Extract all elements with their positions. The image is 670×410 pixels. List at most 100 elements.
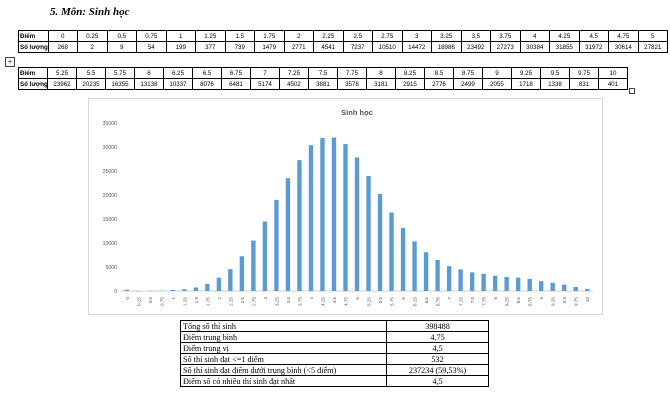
stat-value: 4,5 — [386, 375, 489, 387]
stat-row: Điểm trung bình 4,75 — [180, 331, 489, 343]
x-tick-label: 6.25 — [413, 297, 418, 306]
stat-label: Điểm số có nhiều thí sinh đạt nhất — [180, 375, 387, 387]
bar — [539, 281, 544, 291]
x-tick-label: 4.75 — [343, 297, 348, 306]
x-tick-label: 1.5 — [194, 297, 199, 304]
count-cell: 5174 — [250, 78, 280, 90]
count-cell: 10510 — [372, 41, 403, 53]
stat-value: 4,75 — [386, 331, 489, 343]
stat-row: Số thí sinh đạt <=1 điểm 532 — [180, 353, 489, 365]
score-cell: 7.75 — [337, 67, 367, 79]
score-cell: 8 — [366, 67, 396, 79]
score-cell: 7.25 — [279, 67, 309, 79]
score-cell: 6.25 — [163, 67, 193, 79]
bar — [573, 287, 578, 291]
score-cell: 0 — [47, 30, 78, 42]
x-tick-label: 7.5 — [470, 297, 475, 304]
score-cell: 8.25 — [395, 67, 425, 79]
x-tick-label: 1.25 — [182, 297, 187, 306]
count-cell: 1718 — [511, 78, 541, 90]
count-cell: 27821 — [637, 41, 668, 53]
count-cell: 23962 — [47, 78, 77, 90]
score-cell: 8.75 — [453, 67, 483, 79]
count-cell: 401 — [598, 78, 628, 90]
bar — [343, 144, 348, 291]
stat-row: Tổng số thí sinh 398488 — [180, 320, 489, 332]
score-cell: 3.75 — [490, 30, 521, 42]
score-cell: 0.25 — [77, 30, 108, 42]
count-cell: 199 — [165, 41, 196, 53]
bar — [412, 241, 417, 291]
bar — [492, 275, 498, 291]
bar — [251, 240, 256, 291]
count-cell: 377 — [195, 41, 226, 53]
count-cell: 31855 — [549, 41, 580, 53]
bar — [504, 277, 509, 291]
score-cell: 1.5 — [224, 30, 255, 42]
bar — [308, 145, 314, 291]
score-cell: 9.75 — [569, 67, 599, 79]
count-cell: 18986 — [431, 41, 462, 53]
x-tick-label: 7.25 — [459, 297, 464, 306]
y-tick-label: 25000 — [103, 169, 118, 175]
x-tick-label: 7.75 — [482, 297, 487, 306]
stat-value: 237234 (59,53%) — [386, 364, 489, 376]
bar — [170, 290, 175, 291]
y-tick-label: 30000 — [103, 145, 118, 151]
count-cell: 2915 — [395, 78, 425, 90]
x-tick-label: 5.75 — [390, 297, 395, 306]
count-cell: 7237 — [342, 41, 373, 53]
x-tick-label: 4 — [309, 297, 314, 300]
count-cell: 2776 — [424, 78, 454, 90]
score-cell: 3 — [401, 30, 432, 42]
stat-value: 398488 — [386, 320, 489, 332]
count-cell: 27273 — [490, 41, 521, 53]
y-tick-label: 35000 — [103, 121, 118, 127]
table-move-handle-icon[interactable]: + — [5, 57, 15, 67]
count-cell: 13138 — [134, 78, 164, 90]
score-cell: 2.25 — [313, 30, 344, 42]
stat-row: Điểm trung vị 4,5 — [180, 342, 489, 354]
bar — [423, 252, 429, 291]
x-tick-label: 3 — [263, 297, 268, 300]
count-cell: 10337 — [163, 78, 193, 90]
y-tick-label: 0 — [114, 289, 117, 295]
score-table-bottom: Điểm 5.25 5.5 5.75 6 6.25 6.5 6.75 7 7.25 7.5 7.75… — [18, 67, 628, 90]
count-cell: 3881 — [308, 78, 338, 90]
x-tick-label: 2.25 — [228, 297, 233, 306]
score-cell: 5.75 — [105, 67, 135, 79]
bar — [446, 266, 452, 291]
chart-title: Sinh học — [341, 108, 373, 117]
bar — [182, 289, 187, 291]
score-cell: 9 — [482, 67, 512, 79]
bar — [469, 272, 475, 291]
bar — [274, 199, 279, 291]
row-header-count: Số lượng — [18, 41, 49, 53]
score-cell: 0.75 — [136, 30, 167, 42]
x-tick-label: 6.75 — [436, 297, 441, 306]
stat-label: Điểm trung bình — [180, 331, 387, 343]
score-cell: 1 — [165, 30, 196, 42]
score-row: Điểm 5.25 5.5 5.75 6 6.25 6.5 6.75 7 7.25 7.5 7.75… — [18, 67, 628, 79]
x-tick-label: 0.75 — [159, 297, 164, 306]
y-tick-label: 15000 — [103, 217, 118, 223]
bar — [481, 273, 486, 291]
count-cell: 30614 — [608, 41, 639, 53]
y-tick-label: 5000 — [105, 265, 117, 271]
x-tick-label: 7 — [447, 297, 452, 300]
score-cell: 9.25 — [511, 67, 541, 79]
table-resize-handle-icon[interactable] — [629, 88, 635, 94]
bar — [400, 227, 406, 291]
x-tick-label: 6.5 — [424, 297, 429, 304]
score-cell: 7 — [250, 67, 280, 79]
count-cell: 268 — [47, 41, 78, 53]
score-cell: 9.5 — [540, 67, 570, 79]
x-tick-label: 3.25 — [274, 297, 279, 306]
count-row: Số lượng 23962 20235 16355 13138 10337 8076 64… — [18, 78, 628, 90]
stat-label: Điểm trung vị — [180, 342, 387, 354]
x-tick-label: 5.5 — [378, 297, 383, 304]
x-tick-label: 9.25 — [551, 297, 556, 306]
x-tick-label: 3.5 — [286, 297, 291, 304]
histogram-chart[interactable]: Sinh học 0 5000 10000 15000 20000 25000 30000 35… — [88, 98, 603, 315]
bar — [285, 178, 291, 291]
